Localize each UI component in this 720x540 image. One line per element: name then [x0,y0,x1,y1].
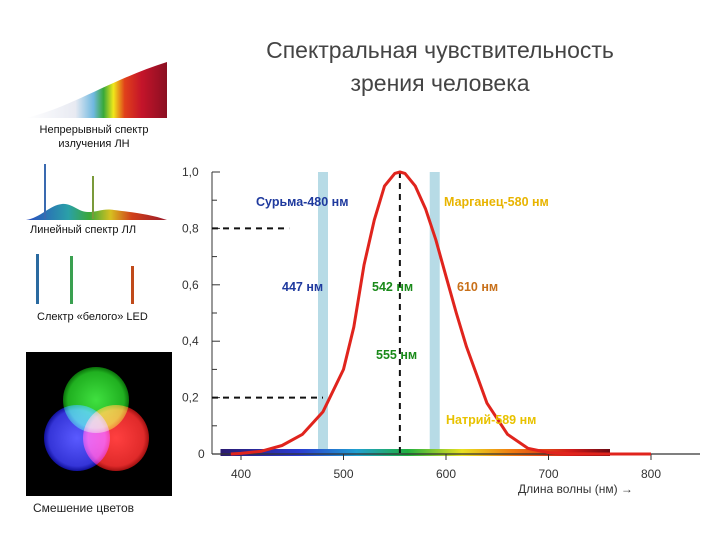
x-axis-label: Длина волны (нм) → [518,482,633,496]
annotation-sodium: Натрий-589 нм [446,413,536,427]
emission-band-480 [318,172,328,454]
page-title: Спектральная чувствительность зрения чел… [200,34,680,100]
x-tick-label: 800 [641,467,661,481]
x-tick-label: 500 [333,467,353,481]
sensitivity-curve [230,170,651,456]
led-spectrum-label: Слектр «белого» LED [37,311,148,323]
continuous-label-line-2: излучения ЛН [58,138,130,150]
title-line-1: Спектральная чувствительность [266,37,614,63]
annotation-nm447: 447 нм [282,280,323,294]
sensitivity-chart: 0 0,2 0,4 0,6 0,8 1,0 400 500 600 700 800 Сурьма-4… [182,165,700,481]
y-tick-label: 0,8 [182,221,199,235]
continuous-spectrum-label: Непрерывный спектр излучения ЛН [32,123,156,151]
annotation-manganese: Марганец-580 нм [444,195,549,209]
annotation-nm610: 610 нм [457,280,498,294]
led-spectrum-image [30,244,145,306]
visible-spectrum-bar [220,449,610,456]
y-tick-label: 0,4 [182,334,199,348]
color-mixing-label: Смешение цветов [33,501,135,515]
x-tick-label: 600 [436,467,456,481]
y-tick-label: 0,6 [182,278,199,292]
x-tick-label: 700 [538,467,558,481]
y-tick-label: 0,2 [182,391,199,405]
linear-spectrum-label: Линейный спектр ЛЛ [30,224,137,236]
y-tick-label: 0 [198,447,205,461]
y-tick-label: 1,0 [182,165,199,179]
title-line-2: зрения человека [350,70,530,96]
annotation-nm555: 555 нм [376,348,417,362]
annotation-nm542: 542 нм [372,280,413,294]
x-tick-label: 400 [231,467,251,481]
emission-band-589 [429,172,440,454]
continuous-label-line-1: Непрерывный спектр [39,124,149,136]
color-mixing-image [26,352,172,496]
annotation-antimony: Сурьма-480 нм [256,195,348,209]
line-spectrum-image [26,163,167,220]
continuous-spectrum-image [26,60,167,118]
